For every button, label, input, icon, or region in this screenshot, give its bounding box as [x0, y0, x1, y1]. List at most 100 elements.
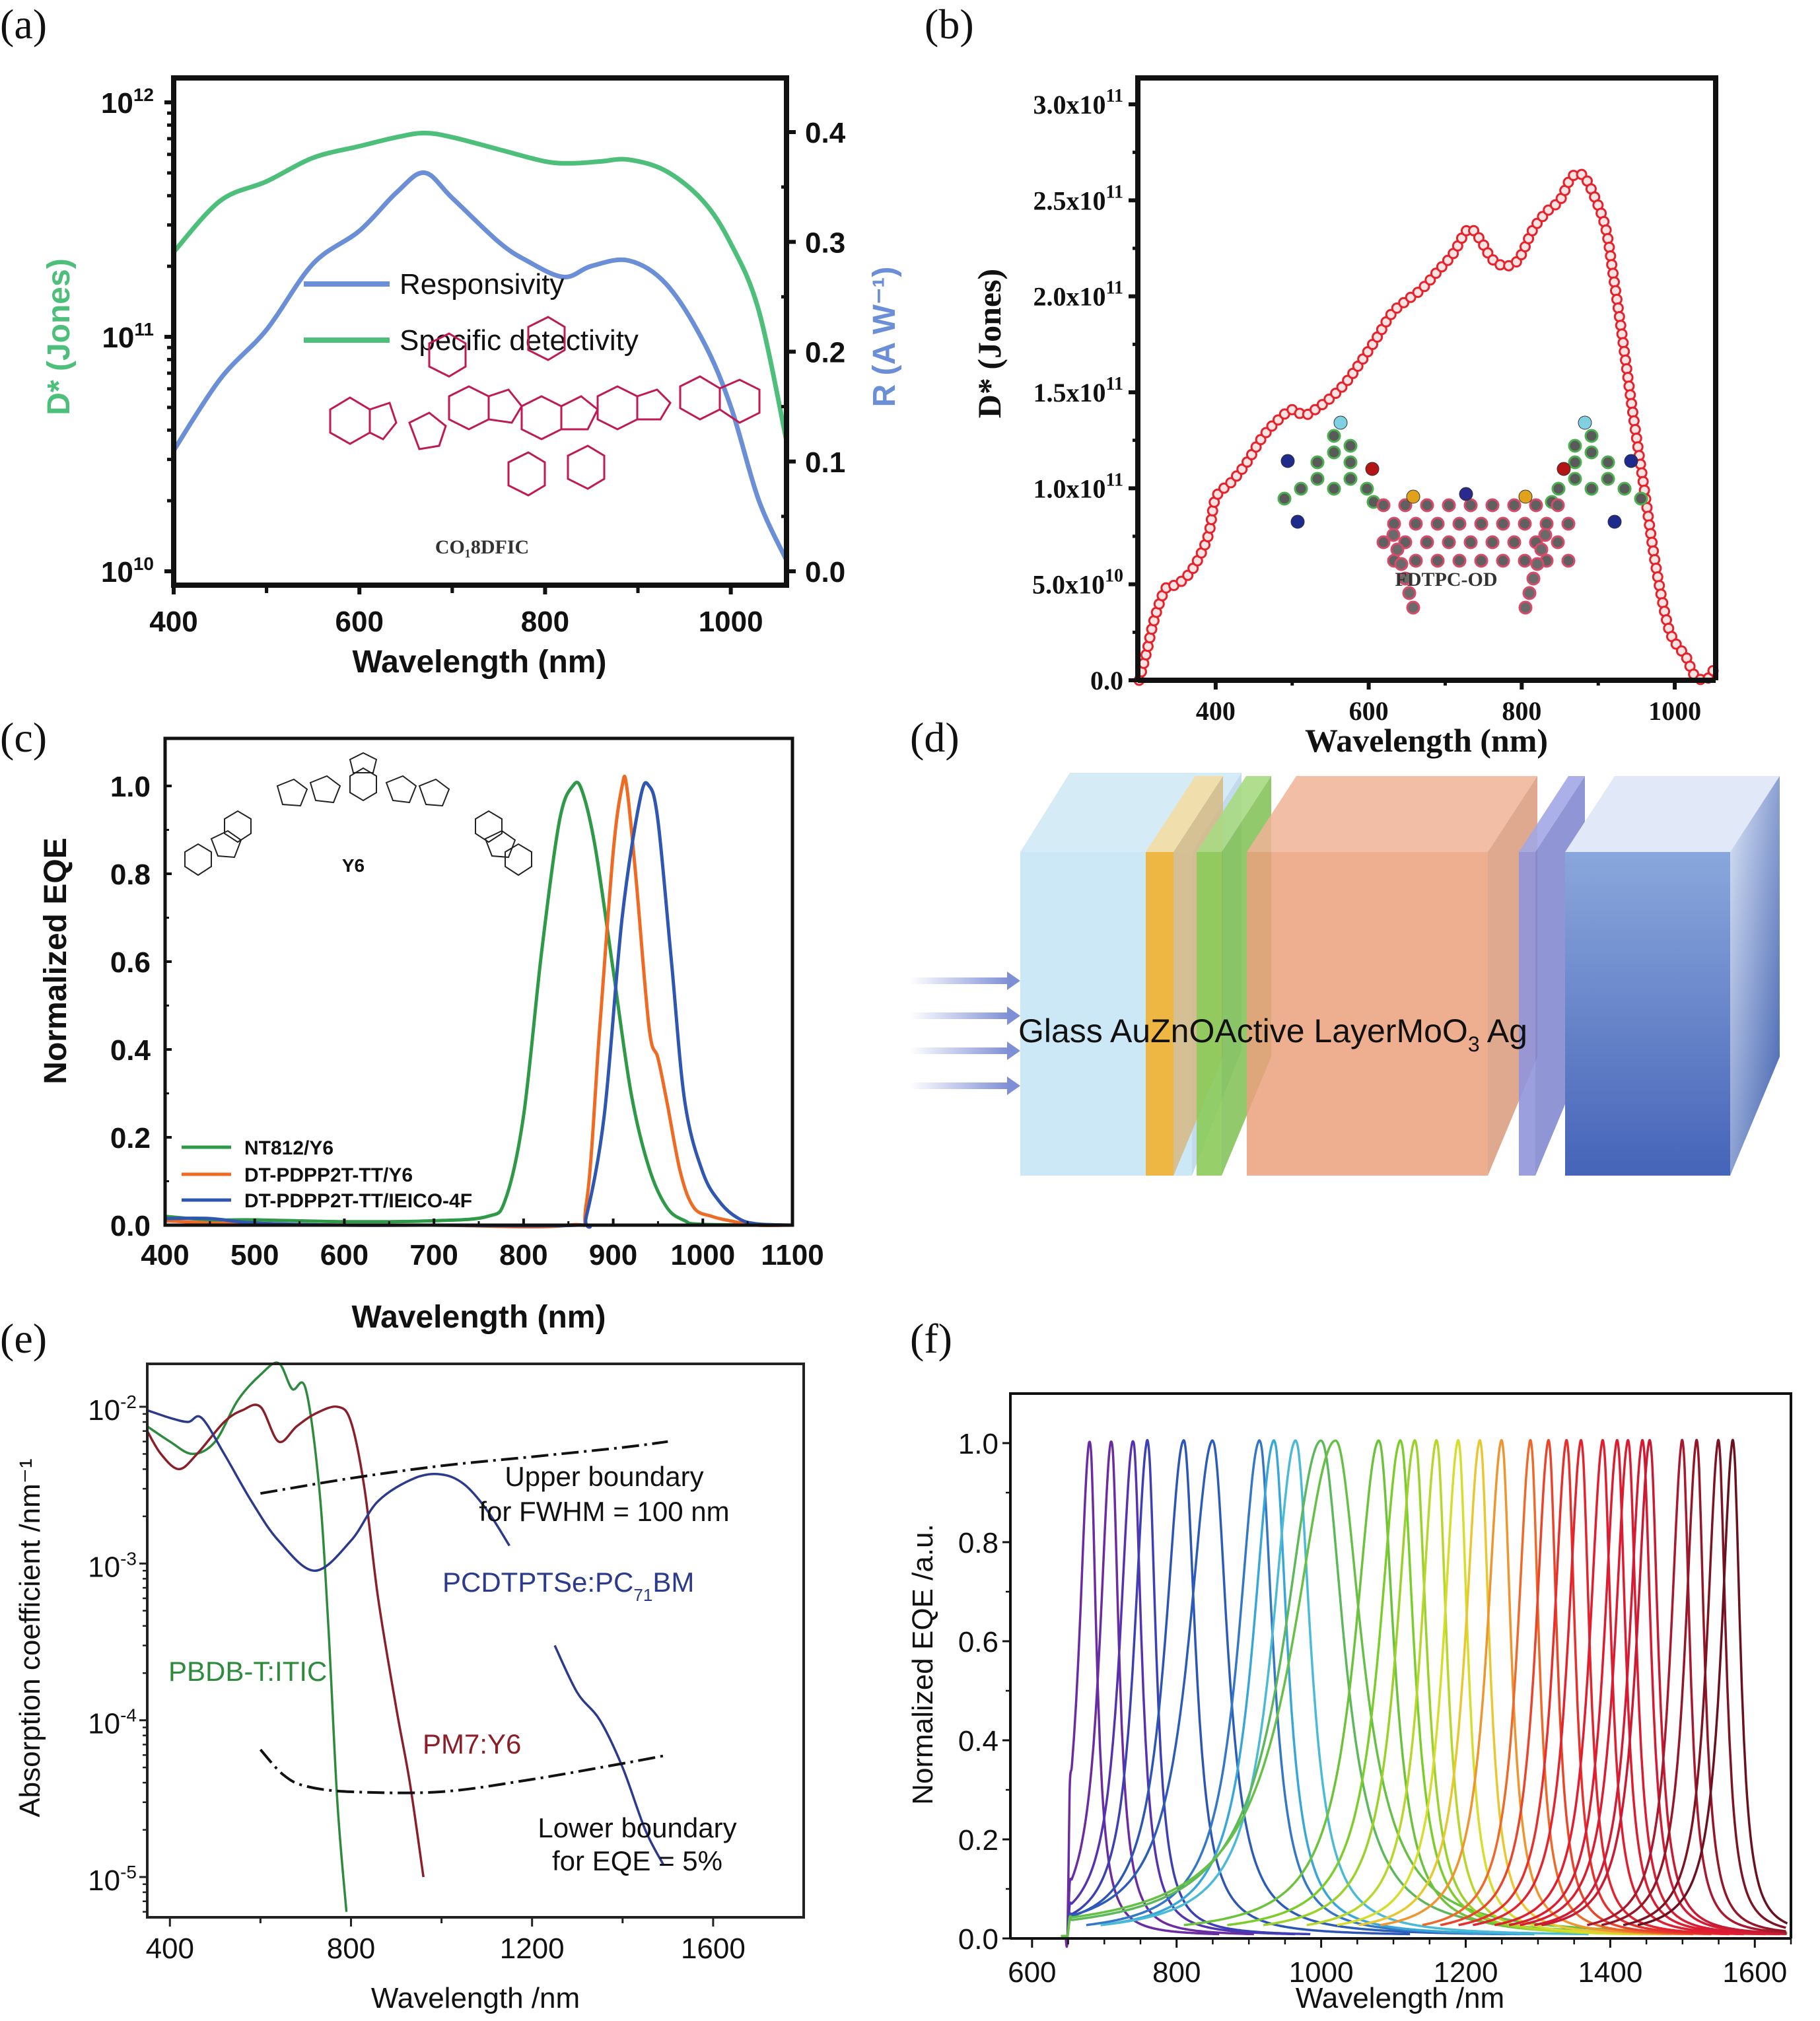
f-series-8 — [1100, 1439, 1589, 1936]
b-molecule-atom — [1327, 429, 1341, 443]
e-ytick-label: 10-5 — [88, 1862, 137, 1897]
f-ytick-label: 0.4 — [958, 1725, 998, 1757]
f-series-3 — [1061, 1438, 1311, 1939]
panel-label-f: (f) — [910, 1315, 952, 1362]
b-molecule-atom — [1601, 455, 1615, 470]
c-legend-1: DT-PDPP2T-TT/Y6 — [244, 1164, 413, 1186]
e-xtick-label: 400 — [146, 1932, 194, 1965]
a-ytick-left-label: 1011 — [102, 319, 154, 354]
f-xtick-label: 1400 — [1578, 1956, 1642, 1989]
b-ytick-label: 2.0x1011 — [1033, 278, 1123, 312]
b-molecule-atom — [1634, 491, 1648, 506]
b-molecule-atom — [1277, 491, 1292, 506]
b-molecule-atom — [1584, 481, 1599, 496]
b-molecule-atom — [1442, 535, 1456, 550]
b-ytick-label: 1.5x1011 — [1033, 374, 1123, 408]
c-ylabel: Normalized EQE — [38, 837, 73, 1084]
e-ytick-label: 10-2 — [88, 1392, 137, 1427]
f-ytick-label: 0.2 — [958, 1824, 998, 1857]
f-series-4 — [1061, 1439, 1411, 1939]
b-molecule-heteroatom — [1365, 462, 1380, 476]
b-molecule-model — [1277, 415, 1648, 615]
b-molecule-atom — [1430, 553, 1445, 568]
b-ylabel: D* (Jones) — [971, 269, 1008, 418]
d-light-arrow-head — [1007, 1042, 1020, 1060]
a-xtick-label: 400 — [149, 606, 197, 638]
b-molecule-atom — [1310, 455, 1325, 470]
b-molecule-atom — [1507, 535, 1522, 550]
a-ytick-right-label: 0.2 — [805, 337, 845, 369]
d-light-arrow-shaft — [910, 1012, 1009, 1019]
d-layer-active — [1247, 776, 1537, 1176]
f-series-29 — [1623, 1438, 1786, 1929]
e-series-pcdtptse-tail — [553, 1645, 665, 1866]
b-molecule-atom — [1387, 516, 1401, 531]
a-xtick-label: 600 — [335, 606, 384, 638]
b-series-line — [1137, 171, 1715, 683]
b-molecule-atom — [1518, 553, 1532, 568]
f-ytick-label: 0.6 — [958, 1626, 998, 1658]
b-molecule-atom — [1551, 535, 1565, 550]
panel-a-chart: 400 600 800 1000 1010 1011 1012 0.0 0.1 0.2 0.3 0.4… — [42, 75, 902, 680]
d-layer-labels: Glass AuZnOActive LayerMoO3 Ag — [1018, 1012, 1527, 1056]
c-ytick-label: 0.4 — [110, 1034, 151, 1067]
b-molecule-atom — [1522, 586, 1537, 600]
b-molecule-atom — [1452, 516, 1467, 531]
a-series-responsivity — [172, 170, 789, 561]
e-label-pm7: PM7:Y6 — [423, 1728, 521, 1759]
b-molecule-atom — [1474, 553, 1488, 568]
b-molecule-atom — [1294, 481, 1308, 496]
b-molecule-atom — [1584, 429, 1599, 443]
b-molecule-heteroatom — [1578, 415, 1592, 430]
b-molecule-atom — [1343, 439, 1358, 453]
e-xtick-label: 1600 — [681, 1932, 746, 1965]
d-light-arrow-shaft — [910, 1047, 1009, 1054]
b-molecule-atom — [1376, 535, 1391, 550]
c-legend-2: DT-PDPP2T-TT/IEICO-4F — [244, 1190, 472, 1212]
d-layer-labels-sub: 3 — [1468, 1032, 1480, 1056]
b-molecule-atom — [1420, 535, 1434, 550]
a-ytick-right-label: 0.1 — [805, 446, 845, 479]
e-xtick-label: 800 — [327, 1932, 375, 1965]
b-molecule-heteroatom — [1607, 514, 1622, 529]
b-molecule-heteroatom — [1280, 454, 1295, 468]
b-molecule-atom — [1376, 498, 1391, 513]
f-ytick-label: 1.0 — [958, 1428, 998, 1460]
c-ytick-label: 0.8 — [110, 859, 151, 891]
b-molecule-atom — [1394, 557, 1409, 571]
c-xtick-label: 800 — [499, 1239, 547, 1271]
e-xlabel: Wavelength /nm — [371, 1982, 580, 2014]
d-light-arrow-shaft — [910, 977, 1009, 984]
d-light-arrow-head — [1007, 1007, 1020, 1025]
b-molecule-atom — [1409, 516, 1423, 531]
f-series-16 — [1358, 1438, 1663, 1936]
b-molecule-atom — [1561, 553, 1576, 568]
a-ytick-left-label: 1012 — [101, 85, 154, 120]
b-molecule-atom — [1530, 557, 1545, 571]
b-molecule-atom — [1529, 498, 1543, 513]
c-molecule-label: Y6 — [342, 855, 365, 876]
b-ytick-label: 5.0x1010 — [1032, 566, 1123, 600]
b-molecule-heteroatom — [1406, 489, 1420, 504]
f-series-28 — [1601, 1438, 1786, 1932]
e-boundary-upper — [260, 1440, 668, 1495]
b-molecule-atom — [1386, 528, 1401, 542]
b-molecule-atom — [1551, 498, 1565, 513]
f-xtick-label: 800 — [1152, 1956, 1201, 1989]
b-ytick-label: 2.5x1011 — [1033, 182, 1123, 215]
panel-f-chart: 600 800 1000 1200 1400 1600 0.0 0.2 0.4 0.6 0.8 1.0… — [907, 1392, 1792, 2014]
b-molecule-atom — [1568, 455, 1582, 470]
d-layer-ag — [1565, 776, 1780, 1176]
b-molecule-atom — [1360, 481, 1374, 496]
b-ytick-label: 3.0x1011 — [1033, 86, 1123, 120]
b-molecule-atom — [1568, 439, 1582, 453]
b-ytick-label: 1.0x1011 — [1033, 470, 1123, 503]
f-xtick-label: 1200 — [1434, 1956, 1498, 1989]
c-xlabel: Wavelength (nm) — [352, 1300, 606, 1335]
c-xtick-label: 900 — [589, 1239, 637, 1271]
b-molecule-atom — [1539, 516, 1554, 531]
b-molecule-atom — [1406, 600, 1420, 615]
b-molecule-atom — [1402, 586, 1417, 600]
b-molecule-atom — [1442, 498, 1456, 513]
c-ytick-label: 0.0 — [110, 1210, 151, 1242]
